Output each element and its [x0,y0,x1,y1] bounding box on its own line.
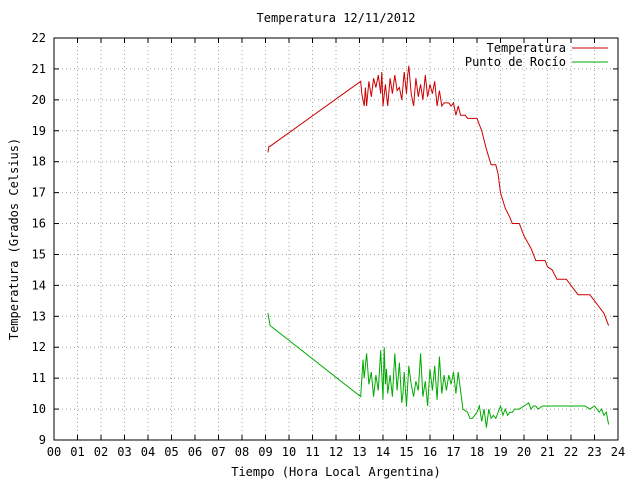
x-tick-label: 01 [70,445,84,459]
y-tick-label: 20 [32,93,46,107]
x-tick-label: 00 [47,445,61,459]
x-tick-label: 18 [470,445,484,459]
y-tick-labels: 9 10 11 12 13 14 15 16 17 18 19 20 21 22 [32,31,46,447]
y-tick-label: 11 [32,371,46,385]
x-tick-label: 17 [446,445,460,459]
series-line-1 [267,313,610,428]
x-tick-label: 19 [493,445,507,459]
y-tick-label: 18 [32,155,46,169]
x-tick-label: 22 [564,445,578,459]
x-tick-label: 15 [399,445,413,459]
x-tick-label: 11 [305,445,319,459]
y-axis-title: Temperatura (Grados Celsius) [7,138,21,340]
x-tick-label: 08 [235,445,249,459]
x-tick-label: 05 [164,445,178,459]
y-tick-label: 13 [32,309,46,323]
x-tick-label: 23 [587,445,601,459]
y-tick-label: 17 [32,186,46,200]
x-tick-label: 03 [117,445,131,459]
x-tick-label: 04 [141,445,155,459]
y-tick-label: 22 [32,31,46,45]
series-line-0 [267,65,610,326]
axis-ticks [53,37,619,441]
y-tick-label: 12 [32,340,46,354]
x-tick-label: 24 [611,445,625,459]
x-tick-label: 21 [540,445,554,459]
x-tick-label: 13 [352,445,366,459]
y-tick-label: 19 [32,124,46,138]
x-tick-label: 07 [211,445,225,459]
x-tick-label: 10 [282,445,296,459]
chart-title: Temperatura 12/11/2012 [257,11,416,25]
legend-label-1: Punto de Rocío [465,55,566,69]
y-tick-label: 10 [32,402,46,416]
series-lines [267,65,610,428]
x-axis-title: Tiempo (Hora Local Argentina) [231,465,441,479]
x-tick-label: 02 [94,445,108,459]
x-tick-label: 20 [517,445,531,459]
x-tick-label: 12 [329,445,343,459]
x-tick-label: 06 [188,445,202,459]
y-tick-label: 15 [32,247,46,261]
x-tick-label: 14 [376,445,390,459]
y-tick-label: 16 [32,217,46,231]
x-tick-label: 16 [423,445,437,459]
y-tick-label: 14 [32,278,46,292]
y-tick-label: 21 [32,62,46,76]
x-tick-labels: 00 01 02 03 04 05 06 07 08 09 10 11 12 13 14 15 16 17 18 19… [47,445,625,459]
x-tick-label: 09 [258,445,272,459]
y-tick-label: 9 [39,433,46,447]
legend-label-0: Temperatura [487,41,566,55]
grid-lines [54,38,618,440]
